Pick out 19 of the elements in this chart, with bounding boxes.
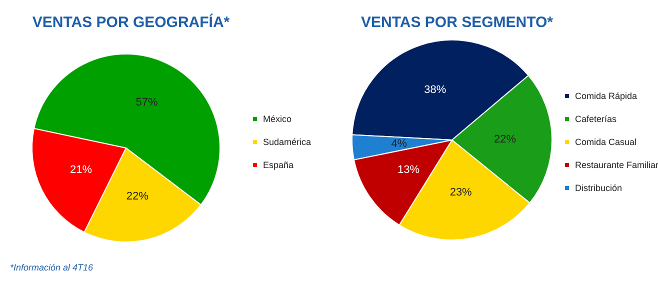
data-label: 23% xyxy=(450,186,472,198)
data-label: 21% xyxy=(70,164,92,176)
legend-label: Sudamérica xyxy=(263,137,312,147)
legend-label: Distribución xyxy=(575,183,622,193)
legend-label: Comida Rápida xyxy=(575,91,638,101)
data-label: 22% xyxy=(494,133,516,146)
text: *Información al 4T16 xyxy=(10,262,94,272)
legend-label: Restaurante Familiar xyxy=(575,160,658,170)
data-label: 13% xyxy=(397,164,420,176)
legend-label: Comida Casual xyxy=(575,137,637,147)
legend-label: México xyxy=(263,114,292,124)
data-label: 38% xyxy=(424,84,446,96)
chart-title: VENTAS POR SEGMENTO* xyxy=(361,14,554,31)
data-label: 57% xyxy=(136,96,158,109)
legend-label: España xyxy=(263,160,294,170)
legend-label: Cafeterías xyxy=(575,114,618,124)
data-label: 22% xyxy=(126,190,149,203)
data-label: 4% xyxy=(391,138,408,150)
chart-title: VENTAS POR GEOGRAFÍA* xyxy=(32,13,230,31)
